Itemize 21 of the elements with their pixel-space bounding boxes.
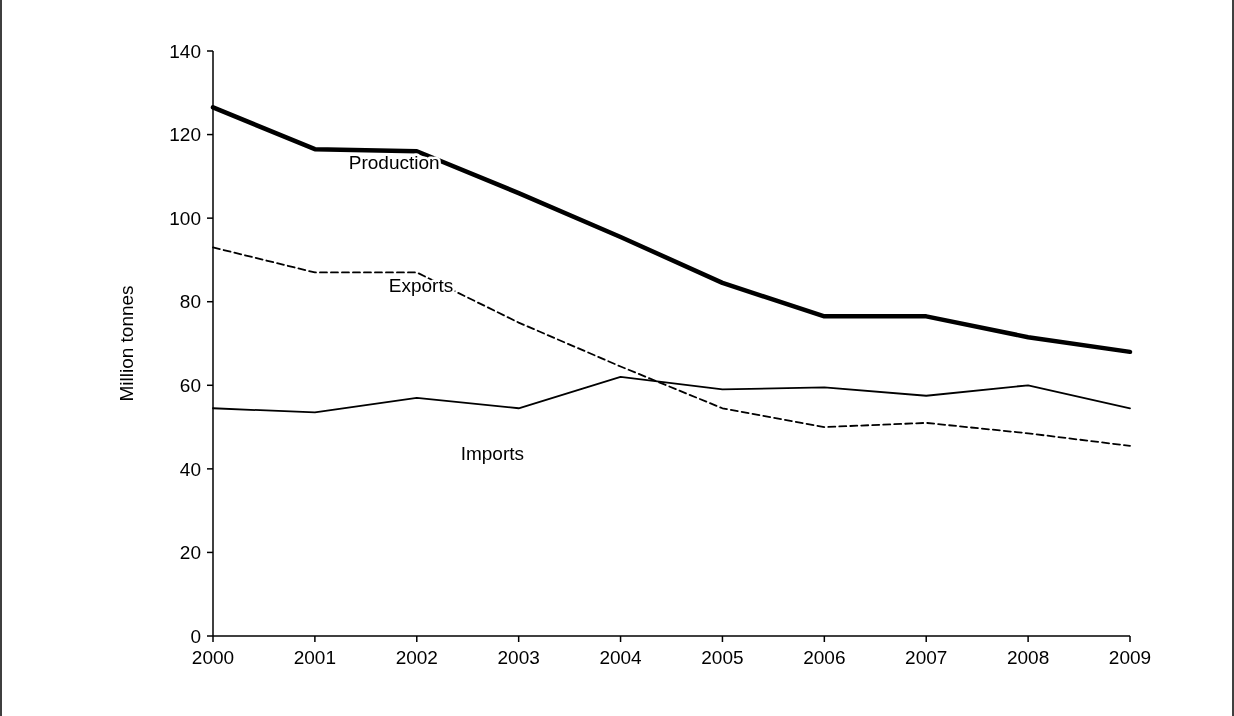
x-tick-label: 2000 xyxy=(191,647,235,668)
y-tick-label: 20 xyxy=(179,542,201,564)
y-tick-label: 80 xyxy=(179,291,201,313)
x-tick-label: 2003 xyxy=(497,647,540,668)
x-tick-label: 2002 xyxy=(395,647,438,668)
series-label: Imports xyxy=(460,443,525,465)
y-tick-label: 120 xyxy=(169,124,201,146)
x-tick-label: 2006 xyxy=(803,647,846,668)
x-tick-label: 2009 xyxy=(1108,647,1152,668)
y-tick-label: 60 xyxy=(179,374,201,396)
y-tick-label: 100 xyxy=(169,207,201,229)
x-tick-label: 2007 xyxy=(905,647,948,668)
x-tick-label: 2004 xyxy=(599,647,643,668)
x-tick-label: 2001 xyxy=(293,647,337,668)
y-tick-label: 40 xyxy=(179,458,201,480)
x-tick-label: 2008 xyxy=(1006,647,1050,668)
y-axis-title: Million tonnes xyxy=(116,285,137,402)
series-label: Production xyxy=(348,152,440,174)
y-tick-label: 0 xyxy=(190,625,201,647)
y-tick-label: 140 xyxy=(169,40,201,62)
x-tick-label: 2005 xyxy=(701,647,744,668)
